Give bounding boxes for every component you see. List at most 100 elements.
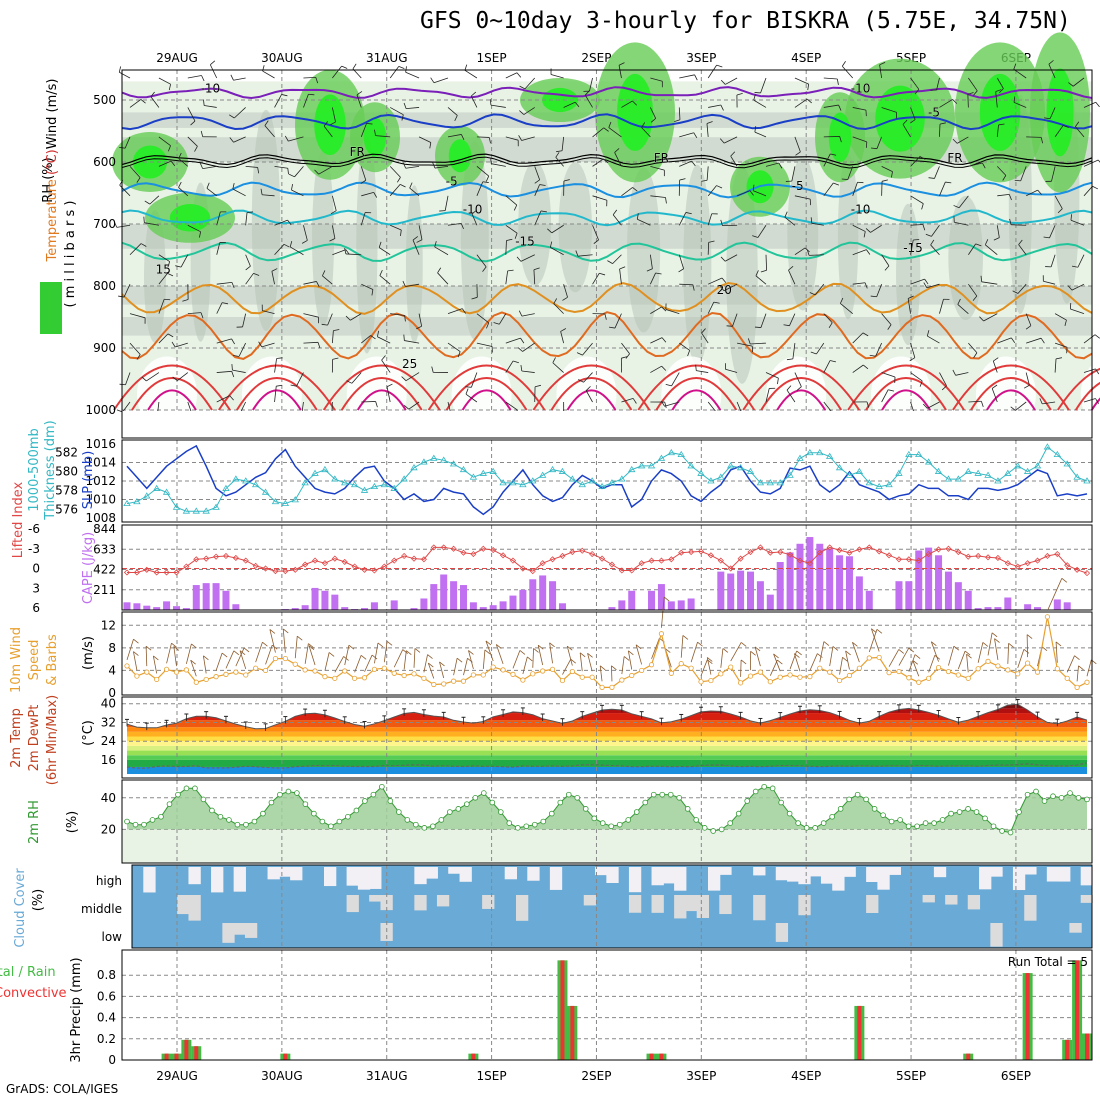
surface-isotherm-arc bbox=[655, 376, 738, 411]
chart-title: GFS 0~10day 3-hourly for BISKRA (5.75E, … bbox=[420, 8, 1071, 34]
thickness-marker bbox=[796, 454, 804, 461]
rh-grey-column bbox=[627, 167, 661, 333]
li-marker bbox=[1074, 566, 1081, 573]
thickness-marker bbox=[905, 450, 913, 457]
cape-bar bbox=[737, 570, 745, 610]
wind-barb-staff bbox=[583, 372, 593, 383]
wind10m-barb-feather bbox=[282, 628, 289, 634]
wind-speed-marker bbox=[272, 655, 279, 662]
thickness-marker bbox=[400, 475, 408, 482]
li-marker bbox=[361, 566, 368, 573]
precip-legend-convective: Convective bbox=[0, 986, 67, 1001]
wind-barb-staff bbox=[786, 389, 796, 403]
wind-barb-feather bbox=[378, 241, 382, 248]
wind-barb-staff bbox=[1071, 283, 1085, 291]
rh-marker bbox=[863, 796, 869, 803]
wind-barb-staff bbox=[187, 312, 202, 315]
wind-barb-feather bbox=[953, 205, 960, 209]
wind10m-barb bbox=[611, 665, 613, 682]
wind10m-barb-feather bbox=[153, 655, 159, 661]
li-marker bbox=[420, 556, 427, 563]
thickness-marker bbox=[568, 475, 577, 482]
wind-speed-marker bbox=[500, 667, 506, 673]
rh-marker bbox=[591, 815, 598, 822]
wind-barb-feather bbox=[506, 238, 513, 241]
wind-barb-feather bbox=[276, 384, 283, 387]
wind-barb-staff bbox=[723, 283, 738, 292]
date-label: 4SEP bbox=[791, 1069, 821, 1083]
wind-barb-feather bbox=[513, 204, 518, 211]
cape-bar bbox=[123, 602, 131, 610]
thickness-marker bbox=[924, 458, 933, 465]
date-label: 1SEP bbox=[477, 51, 507, 65]
wind-speed-marker bbox=[134, 673, 140, 679]
wind-barb-staff bbox=[331, 225, 336, 239]
wind-speed-marker bbox=[817, 665, 823, 671]
temp-axis-label-2: 2m DewPt bbox=[27, 705, 42, 772]
wind-barb-feather bbox=[377, 330, 380, 337]
wind-barb-staff bbox=[119, 184, 131, 197]
wind-barb-feather bbox=[991, 384, 998, 389]
wind10m-barb-feather bbox=[496, 644, 502, 649]
li-marker bbox=[866, 544, 873, 551]
wind-barb-feather bbox=[375, 401, 378, 408]
slp-axis-label: SLP (mb) bbox=[81, 451, 96, 510]
cloud-clear-block bbox=[324, 867, 337, 887]
wind-barb-staff bbox=[981, 281, 998, 285]
temp-band bbox=[127, 759, 1087, 767]
y-tick-label: 20 bbox=[101, 822, 116, 836]
wind10m-barb bbox=[1055, 641, 1058, 663]
wind-barb-staff bbox=[1083, 185, 1093, 197]
wind-barb-staff bbox=[294, 166, 304, 178]
wind-speed-marker bbox=[698, 679, 704, 685]
wind-barb-staff bbox=[444, 195, 449, 211]
li-marker bbox=[440, 544, 447, 551]
wind-barb-staff bbox=[1051, 166, 1056, 182]
wind-barb-feather bbox=[721, 277, 727, 283]
wind10m-barb-feather bbox=[1078, 665, 1084, 671]
date-label: 3SEP bbox=[686, 1069, 716, 1083]
wind-barb-staff bbox=[323, 125, 333, 138]
wind-barb-feather bbox=[650, 118, 656, 123]
li-marker bbox=[252, 562, 259, 569]
cloud-clear-block bbox=[549, 867, 563, 890]
wind-barb-feather bbox=[678, 268, 684, 273]
wind-barb-feather bbox=[471, 296, 478, 300]
wind-speed-marker bbox=[807, 674, 813, 680]
li-marker bbox=[381, 563, 388, 570]
cloud-clear-block bbox=[979, 867, 992, 890]
rh-area bbox=[127, 786, 1087, 833]
wind-speed-marker bbox=[1084, 679, 1090, 685]
cape-bar bbox=[212, 583, 220, 610]
thickness-marker bbox=[1014, 462, 1022, 469]
wind-barb-feather bbox=[399, 183, 406, 188]
wind-barb-staff bbox=[216, 242, 221, 255]
wind-barb-feather bbox=[540, 210, 547, 213]
li-marker bbox=[678, 549, 685, 556]
wind-barb-feather bbox=[865, 228, 871, 233]
wind10m-barb bbox=[870, 628, 880, 652]
wind-speed-marker bbox=[728, 664, 734, 670]
cloud-clear-block bbox=[1069, 923, 1082, 933]
wind-barb-feather bbox=[257, 167, 260, 174]
cape-bar bbox=[667, 601, 675, 610]
wind-barb-feather bbox=[172, 376, 178, 381]
wind-speed-marker bbox=[1025, 660, 1031, 666]
wind10m-barb bbox=[773, 653, 781, 672]
thickness-marker bbox=[608, 479, 616, 486]
isotherm-line bbox=[121, 181, 1093, 199]
wind-barb-staff bbox=[238, 342, 246, 357]
wind10m-barb-feather bbox=[308, 643, 314, 648]
li-marker bbox=[589, 550, 596, 558]
precip-convective-bar bbox=[164, 1053, 169, 1060]
wind-speed-marker bbox=[292, 661, 298, 667]
wind-barb-staff bbox=[520, 254, 535, 262]
rh-marker bbox=[243, 821, 249, 828]
li-marker bbox=[391, 557, 398, 564]
wind-speed-marker bbox=[480, 672, 486, 678]
cape-bar bbox=[816, 543, 824, 610]
y-tick-label: 32 bbox=[101, 715, 116, 729]
thickness-marker bbox=[1063, 460, 1071, 467]
surface-isotherm-arc bbox=[445, 376, 528, 411]
